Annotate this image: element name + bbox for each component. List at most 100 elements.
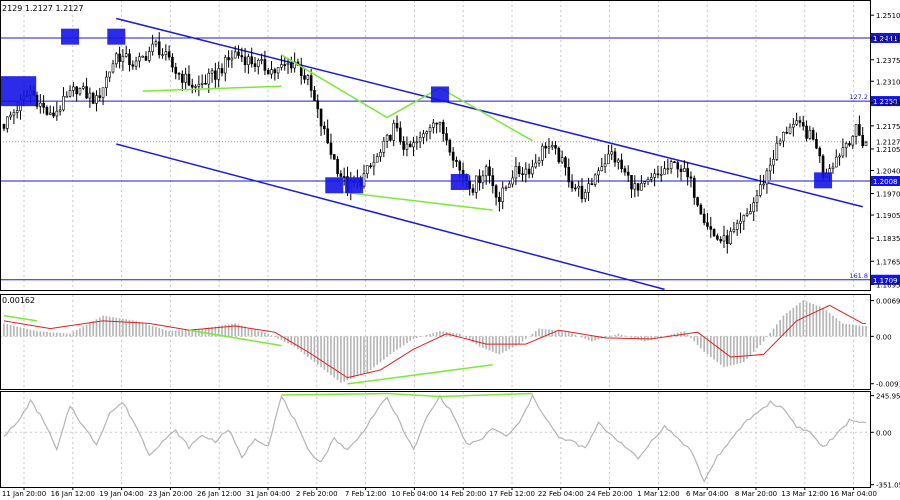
- candle-body: [39, 102, 42, 107]
- candle-body: [692, 177, 696, 198]
- candle-body: [574, 187, 577, 190]
- candle-body: [15, 110, 19, 113]
- candle-body: [48, 112, 52, 115]
- pattern-marker: [430, 86, 449, 103]
- x-tick-label: 16 Mar 04:00: [830, 490, 877, 498]
- candle-body: [669, 161, 673, 169]
- fibo-level-tag: 127.2: [849, 93, 868, 101]
- candle-body: [768, 164, 772, 172]
- level-price-label: 1.2008: [873, 178, 898, 186]
- candle-body: [659, 173, 663, 176]
- pattern-markers: [0, 28, 833, 194]
- candle-body: [491, 175, 495, 187]
- candle-body: [699, 204, 703, 215]
- candle-body: [273, 69, 277, 74]
- candle-body: [210, 70, 214, 74]
- candle-body: [702, 213, 706, 223]
- candle-body: [441, 122, 445, 134]
- candle-body: [260, 59, 263, 61]
- candle-body: [263, 59, 267, 71]
- candle-body: [613, 151, 617, 163]
- candle-body: [851, 136, 855, 146]
- candle-body: [524, 168, 528, 175]
- candle-body: [554, 145, 557, 149]
- candle-body: [762, 183, 765, 186]
- candle-body: [673, 161, 676, 163]
- cci-series: [3, 393, 867, 484]
- candle-body: [280, 64, 283, 68]
- candle-body: [653, 173, 656, 178]
- y-tick-label: 1.1970: [876, 191, 900, 199]
- pattern-marker: [325, 177, 344, 194]
- candle-body: [105, 76, 108, 89]
- time-axis: 11 Jan 20:00 16 Jan 12:00 19 Jan 04:00 23 J…: [2, 487, 877, 498]
- candle-body: [445, 133, 448, 141]
- candle-body: [759, 184, 762, 196]
- candle-body: [544, 145, 547, 149]
- candle-body: [78, 88, 82, 95]
- candle-body: [65, 95, 69, 98]
- candle-body: [841, 147, 845, 157]
- x-tick-label: 7 Feb 12:00: [345, 490, 386, 498]
- candle-body: [257, 59, 260, 67]
- level-price-label: 1.2441: [873, 35, 898, 43]
- candle-body: [663, 168, 666, 175]
- candle-body: [716, 235, 719, 240]
- y-tick-label: 1.2310: [876, 78, 900, 86]
- level-price-box: [871, 274, 900, 285]
- x-tick-label: 14 Feb 20:00: [440, 490, 486, 498]
- candle-body: [187, 73, 191, 86]
- candle-body: [161, 54, 164, 56]
- candle-body: [425, 131, 429, 135]
- candle-body: [369, 165, 372, 168]
- candle-body: [474, 175, 478, 193]
- candle-body: [706, 222, 709, 227]
- pattern-marker: [814, 172, 833, 189]
- candle-body: [207, 72, 211, 85]
- candle-body: [858, 124, 861, 136]
- divergence-line: [142, 85, 282, 92]
- candle-body: [805, 125, 808, 139]
- candle-body: [339, 173, 343, 177]
- candle-body: [484, 166, 488, 177]
- candle-body: [408, 143, 412, 148]
- candle-body: [451, 151, 455, 161]
- candle-body: [382, 140, 386, 153]
- candle-body: [2, 123, 6, 129]
- candle-body: [148, 51, 151, 61]
- pattern-marker: [450, 173, 469, 190]
- candle-body: [181, 73, 184, 83]
- candle-body: [633, 183, 637, 190]
- candle-body: [177, 73, 181, 75]
- y-tick-label: 1.2040: [876, 167, 900, 175]
- candle-body: [527, 168, 531, 175]
- candle-body: [342, 176, 346, 178]
- candle-body: [412, 142, 415, 148]
- candle-body: [428, 127, 432, 133]
- y-tick-label: 1.1695: [876, 281, 900, 289]
- candle-body: [151, 43, 154, 52]
- candle-body: [6, 116, 9, 129]
- candle-body: [194, 86, 197, 88]
- candle-body: [171, 56, 174, 68]
- candle-body: [9, 114, 12, 118]
- trend-channel: [116, 17, 863, 291]
- candle-body: [329, 142, 333, 155]
- cci-panel: 245.9564 0.00 -351.058: [0, 392, 900, 490]
- candle-body: [435, 122, 438, 125]
- candle-body: [124, 53, 128, 57]
- candle-body: [583, 192, 587, 200]
- divergence-lines: [142, 54, 533, 211]
- candle-body: [138, 56, 141, 62]
- pattern-marker: [107, 28, 126, 45]
- candle-body: [128, 53, 131, 66]
- candle-body: [808, 129, 812, 139]
- candle-body: [765, 170, 769, 185]
- candle-body: [392, 122, 396, 141]
- y-tick-label: 1.2375: [876, 57, 900, 65]
- candle-body: [567, 167, 571, 183]
- candle-body: [534, 162, 538, 168]
- cci-gridlines: [0, 392, 870, 486]
- candle-body: [375, 156, 379, 163]
- candle-body: [656, 173, 660, 176]
